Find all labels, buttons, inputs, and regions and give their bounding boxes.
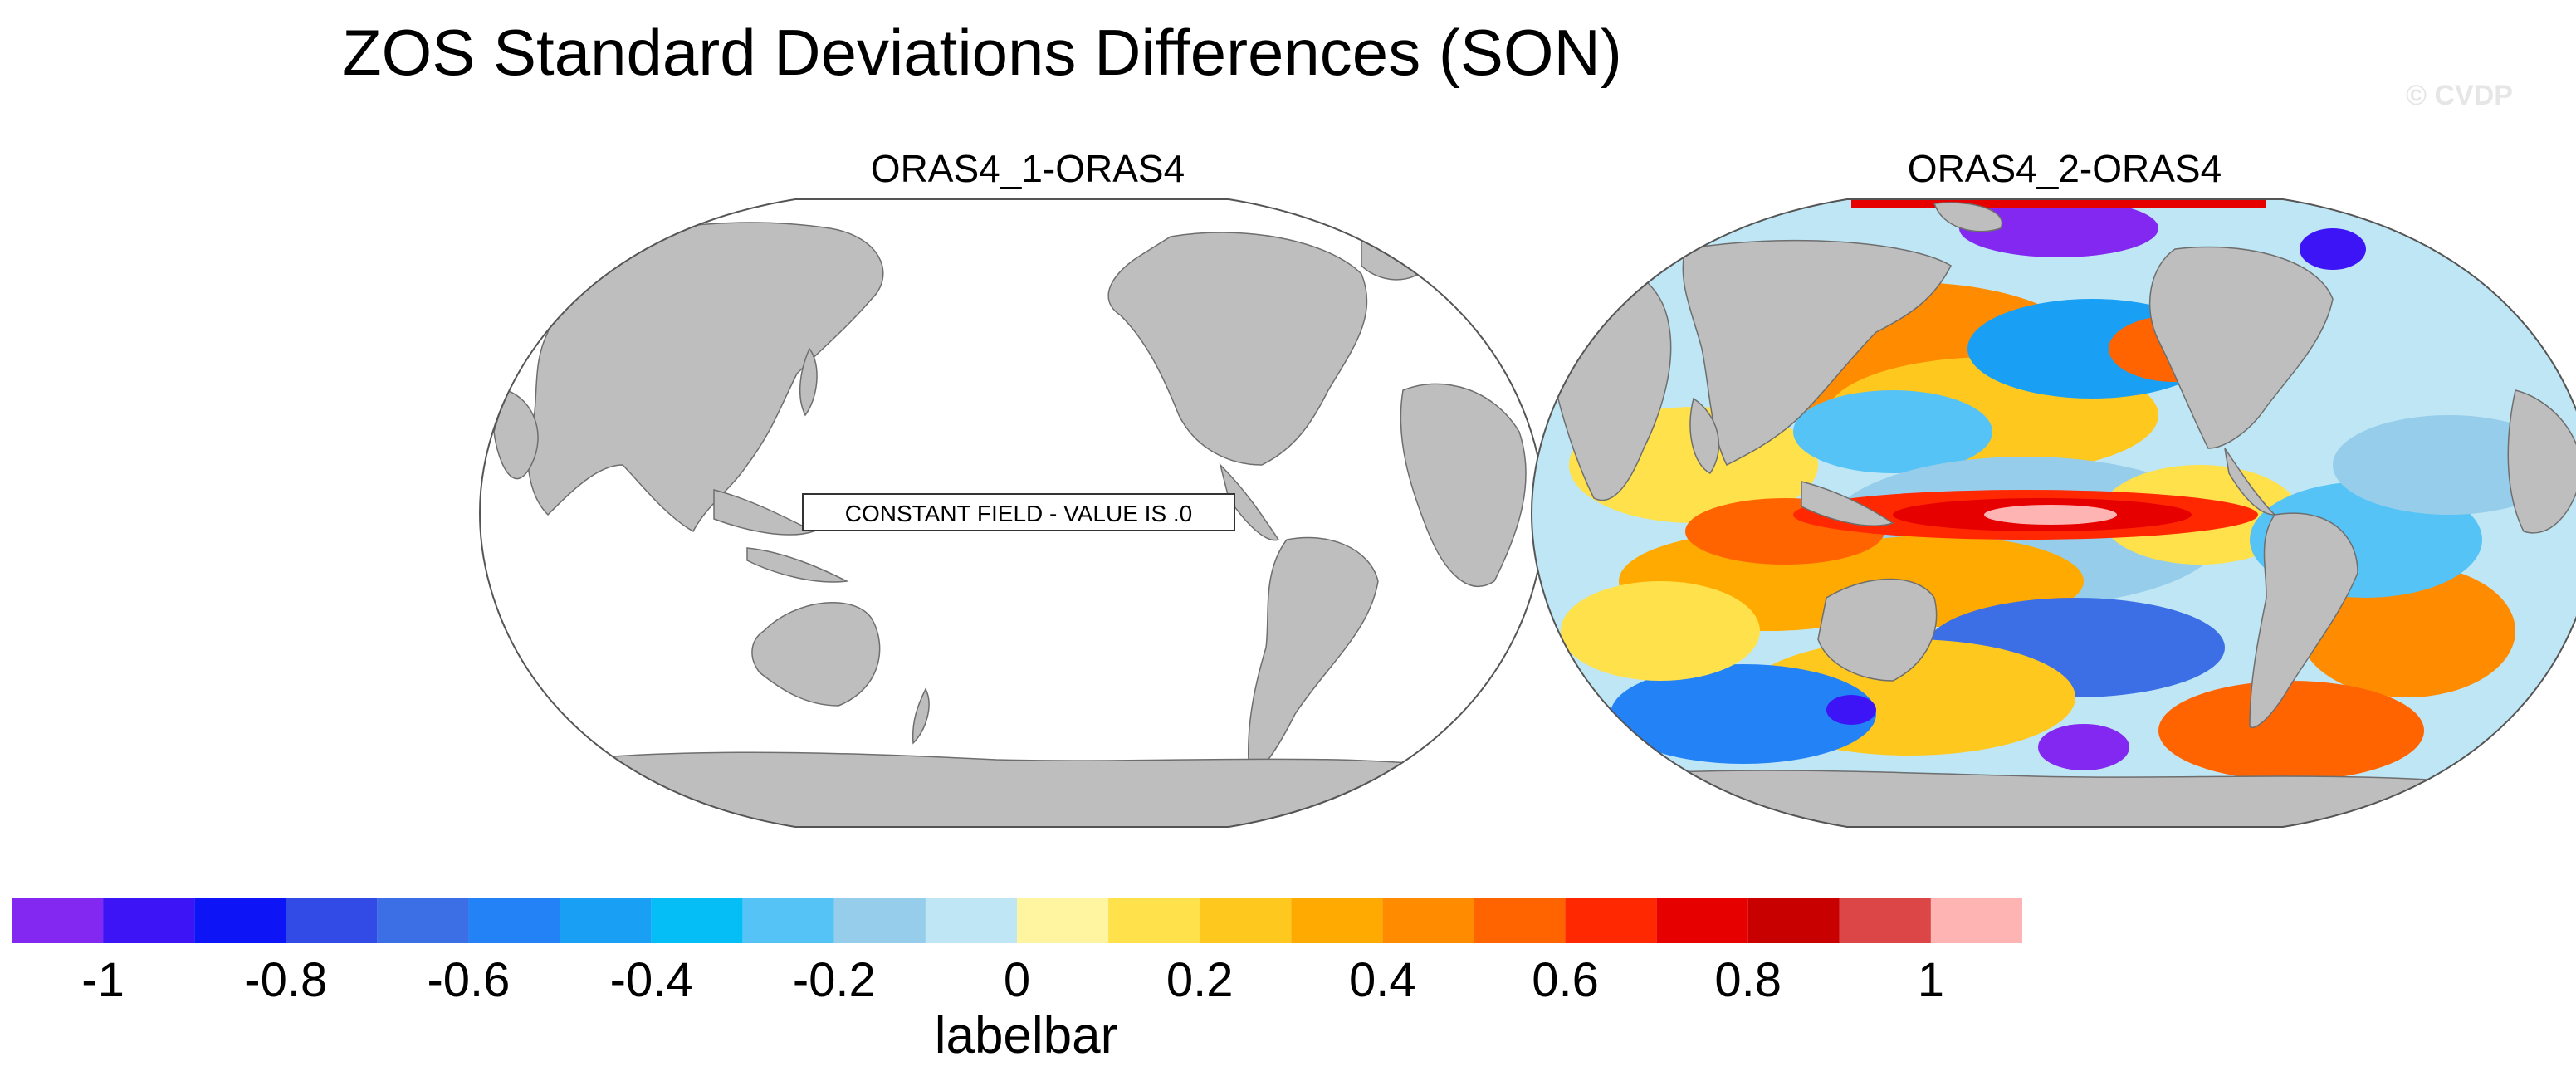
colorbar-tick-label: -0.2 xyxy=(793,953,876,1007)
field-blobs xyxy=(1561,199,2565,780)
colorbar-swatch xyxy=(560,898,652,943)
colorbar-tick-label: 0 xyxy=(1004,953,1030,1007)
colorbar-swatch xyxy=(833,898,926,943)
panel-title-left: ORAS4_1-ORAS4 xyxy=(870,147,1185,190)
map-right xyxy=(1530,198,2576,828)
colorbar-tick-label: -1 xyxy=(81,953,125,1007)
colorbar-swatch xyxy=(286,898,378,943)
colorbar-swatch xyxy=(12,898,104,943)
colorbar-swatch xyxy=(1930,898,2022,943)
page-title: ZOS Standard Deviations Differences (SON… xyxy=(342,16,1622,89)
colorbar-ticks: -1 -0.8 -0.6 -0.4 -0.2 0 0.2 0.4 0.6 0.8 1 xyxy=(81,953,1944,1007)
colorbar-tick-label: -0.6 xyxy=(427,953,510,1007)
map-outline-left xyxy=(478,198,1546,828)
land-right xyxy=(1534,202,2576,827)
colorbar-swatch xyxy=(468,898,560,943)
map-left: CONSTANT FIELD - VALUE IS .0 xyxy=(478,198,1546,828)
constant-field-note: CONSTANT FIELD - VALUE IS .0 xyxy=(845,501,1193,526)
colorbar-swatch xyxy=(1747,898,1840,943)
colorbar-tick-label: 0.6 xyxy=(1532,953,1599,1007)
colorbar-swatch xyxy=(651,898,743,943)
colorbar-tick-label: -0.8 xyxy=(244,953,327,1007)
colorbar-swatch xyxy=(1382,898,1474,943)
colorbar-tick-label: 0.8 xyxy=(1714,953,1782,1007)
colorbar-swatch xyxy=(1017,898,1109,943)
map-outline-right xyxy=(1530,198,2576,828)
colorbar xyxy=(12,898,2022,943)
colorbar-swatch xyxy=(1565,898,1657,943)
colorbar-swatch xyxy=(1839,898,1931,943)
colorbar-swatch xyxy=(103,898,195,943)
colorbar-swatch xyxy=(1200,898,1292,943)
colorbar-tick-label: 0.4 xyxy=(1349,953,1416,1007)
colorbar-swatch xyxy=(194,898,286,943)
colorbar-swatch xyxy=(742,898,834,943)
colorbar-swatch xyxy=(1108,898,1200,943)
watermark: © CVDP xyxy=(2406,80,2513,111)
colorbar-tick-label: -0.4 xyxy=(610,953,693,1007)
colorbar-label: labelbar xyxy=(935,1007,1118,1064)
colorbar-tick-label: 1 xyxy=(1918,953,1944,1007)
colorbar-swatch xyxy=(925,898,1017,943)
colorbar-tick-label: 0.2 xyxy=(1166,953,1234,1007)
colorbar-swatch xyxy=(1656,898,1748,943)
colorbar-swatch xyxy=(1291,898,1383,943)
colorbar-swatch xyxy=(377,898,469,943)
panel-title-right: ORAS4_2-ORAS4 xyxy=(1907,147,2222,190)
colorbar-swatch xyxy=(1474,898,1566,943)
constant-field-box xyxy=(802,493,1235,531)
